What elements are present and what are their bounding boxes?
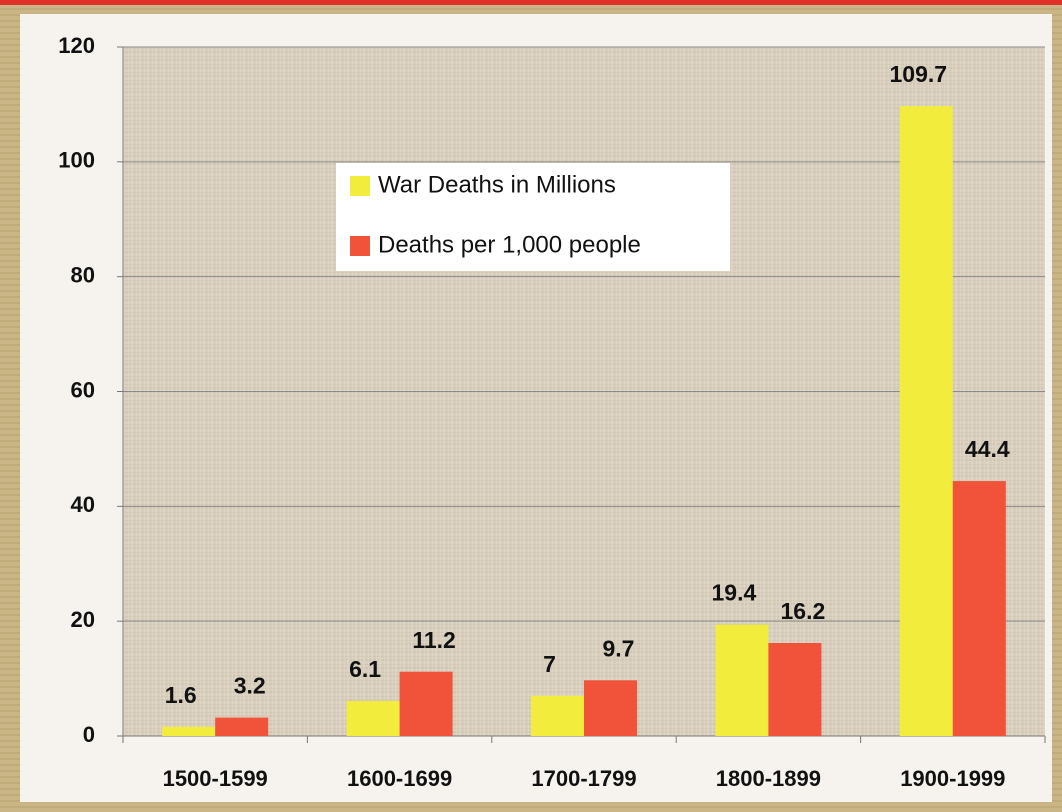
data-label: 44.4 (965, 436, 1010, 462)
data-label: 11.2 (412, 627, 456, 653)
bar (715, 624, 769, 736)
bar (399, 671, 453, 736)
data-label: 19.4 (712, 580, 757, 606)
legend-swatch (350, 236, 370, 256)
top-bar (0, 0, 1062, 5)
bar (346, 700, 400, 736)
y-tick-label: 80 (71, 262, 95, 287)
x-tick-label: 1900-1999 (900, 766, 1005, 791)
y-tick-label: 120 (58, 33, 95, 58)
bar (952, 481, 1006, 736)
y-tick-label: 40 (71, 492, 95, 517)
y-tick-label: 0 (83, 722, 95, 747)
legend-label: War Deaths in Millions (378, 171, 616, 198)
data-label: 9.7 (603, 635, 635, 661)
x-tick-label: 1500-1599 (163, 766, 268, 791)
bar (899, 106, 953, 737)
bar (584, 680, 637, 736)
y-tick-label: 60 (71, 377, 95, 402)
data-label: 7 (543, 651, 556, 677)
y-tick-label: 100 (58, 148, 95, 173)
data-label: 6.1 (349, 656, 381, 682)
legend (336, 163, 730, 271)
bar (215, 717, 269, 736)
x-tick-label: 1700-1799 (531, 766, 636, 791)
bar (162, 726, 216, 736)
y-tick-label: 20 (71, 607, 95, 632)
bar (768, 642, 822, 736)
legend-label: Deaths per 1,000 people (378, 231, 641, 258)
x-tick-label: 1600-1699 (347, 766, 452, 791)
bar (531, 695, 584, 736)
data-label: 16.2 (781, 598, 826, 624)
data-label: 3.2 (234, 673, 266, 699)
legend-swatch (350, 176, 370, 196)
data-label: 1.6 (165, 682, 197, 708)
data-label: 109.7 (890, 61, 948, 87)
x-tick-label: 1800-1899 (716, 766, 821, 791)
